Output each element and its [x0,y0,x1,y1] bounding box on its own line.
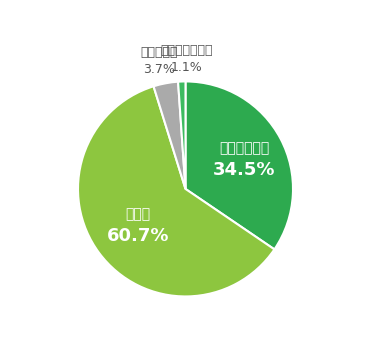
Wedge shape [78,86,275,297]
Text: とても上がる: とても上がる [219,141,270,155]
Wedge shape [178,81,186,189]
Text: 34.5%: 34.5% [213,161,276,179]
Wedge shape [154,82,186,189]
Text: 全く上がらない: 全く上がらない [160,44,213,57]
Text: 1.1%: 1.1% [170,61,202,74]
Text: 上がる: 上がる [125,208,151,221]
Text: 60.7%: 60.7% [107,227,169,245]
Text: 上がらない: 上がらない [141,46,178,59]
Wedge shape [186,81,293,249]
Text: 3.7%: 3.7% [143,63,175,76]
